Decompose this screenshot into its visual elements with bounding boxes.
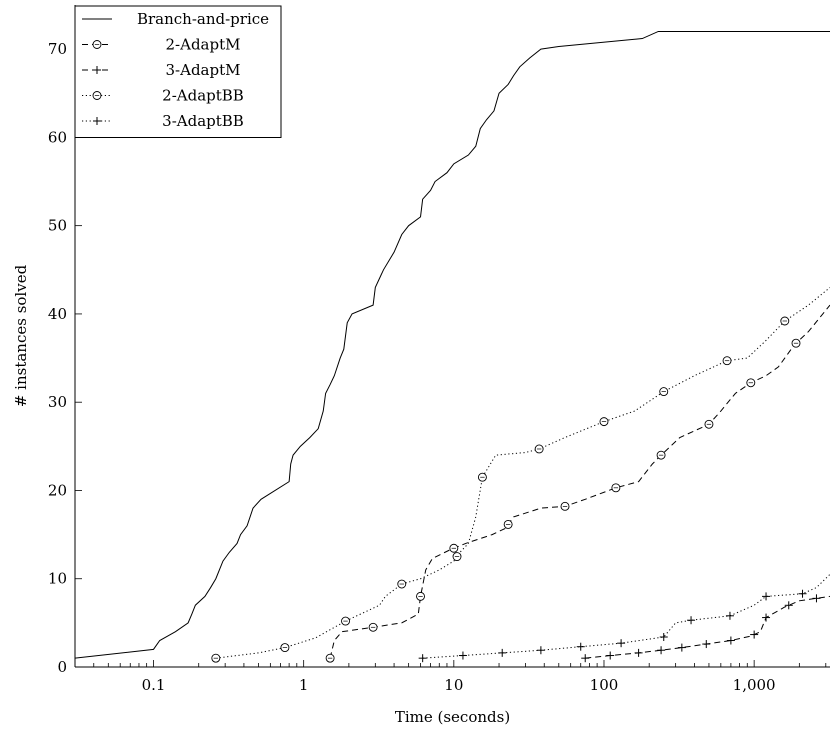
y-tick-label: 0 — [57, 658, 67, 676]
circle-marker — [211, 653, 221, 663]
circle-marker — [325, 653, 335, 663]
plus-marker — [812, 594, 821, 603]
y-axis-label: # instances solved — [12, 264, 30, 407]
circle-marker — [416, 591, 425, 601]
legend-item: 3-AdaptM — [82, 61, 240, 79]
plus-marker — [458, 651, 467, 660]
circle-marker — [92, 40, 102, 49]
y-tick-label: 10 — [48, 570, 67, 588]
plus-marker — [725, 611, 734, 620]
x-tick-label: 10 — [444, 676, 463, 694]
series-line — [75, 30, 830, 659]
legend-label: 3-AdaptM — [166, 61, 241, 79]
series-3-adaptbb — [418, 573, 830, 663]
series-line — [585, 595, 830, 659]
plus-marker — [93, 66, 101, 74]
series-line — [329, 304, 830, 659]
plus-marker — [762, 613, 771, 622]
plus-marker — [418, 654, 427, 663]
series-2-adaptbb — [211, 287, 830, 663]
series-3-adaptm — [581, 594, 830, 663]
circle-marker — [746, 378, 756, 388]
circle-marker — [341, 616, 350, 626]
x-axis-label: Time (seconds) — [395, 708, 510, 726]
circle-marker — [280, 643, 290, 653]
legend-label: 3-AdaptBB — [162, 112, 244, 130]
y-tick-label: 20 — [48, 481, 67, 499]
circle-marker — [704, 419, 714, 429]
circle-marker — [397, 579, 407, 589]
y-tick-label: 70 — [48, 40, 67, 58]
plus-marker — [750, 630, 759, 639]
legend-label: Branch-and-price — [137, 10, 269, 28]
series-line — [215, 287, 830, 659]
plus-marker — [762, 592, 771, 601]
circle-marker — [599, 417, 609, 427]
circle-marker — [449, 543, 459, 553]
plus-marker — [687, 616, 696, 625]
plus-marker — [659, 632, 668, 641]
circle-marker — [780, 316, 790, 326]
plus-marker — [536, 646, 545, 655]
plot-area — [75, 30, 830, 663]
circle-marker — [534, 444, 544, 454]
circle-marker — [659, 387, 669, 397]
circle-marker — [560, 501, 570, 511]
circle-marker — [92, 91, 102, 100]
y-tick-label: 60 — [48, 128, 67, 146]
circle-marker — [477, 472, 487, 482]
x-axis: 0.1 1 10 100 1,000 — [74, 660, 830, 694]
legend-item: 2-AdaptBB — [82, 87, 244, 105]
plus-marker — [617, 639, 626, 648]
plus-marker — [702, 640, 711, 649]
plus-marker — [784, 601, 793, 610]
legend-label: 2-AdaptM — [166, 36, 241, 54]
series-line — [422, 573, 830, 659]
y-tick-label: 40 — [48, 305, 67, 323]
circle-marker — [656, 450, 666, 460]
x-tick-label: 0.1 — [142, 676, 166, 694]
plus-marker — [581, 654, 590, 663]
plus-marker — [93, 117, 101, 125]
x-tick-label: 1 — [299, 676, 309, 694]
circle-marker — [368, 622, 378, 632]
circle-marker — [722, 356, 732, 366]
y-tick-label: 50 — [48, 217, 67, 235]
circle-marker — [452, 552, 462, 562]
legend-label: 2-AdaptBB — [162, 87, 244, 105]
series-2-adaptm — [325, 304, 830, 663]
circle-marker — [791, 338, 801, 348]
plus-marker — [576, 642, 585, 651]
legend-box — [74, 5, 282, 138]
plus-marker — [726, 636, 735, 645]
plus-marker — [634, 648, 643, 657]
plus-marker — [677, 643, 686, 652]
x-tick-label: 100 — [590, 676, 619, 694]
circle-marker — [611, 483, 621, 493]
series-branch-and-price — [75, 30, 830, 659]
circle-marker — [503, 519, 513, 529]
legend-item: 3-AdaptBB — [82, 112, 244, 130]
legend-item: 2-AdaptM — [82, 36, 240, 54]
plus-marker — [498, 648, 507, 657]
plus-marker — [798, 589, 807, 598]
legend: Branch-and-price 2-AdaptM 3-AdaptM 2-AdaptB… — [74, 5, 282, 138]
plus-marker — [606, 651, 615, 660]
x-tick-label: 1,000 — [733, 676, 776, 694]
legend-item: Branch-and-price — [82, 10, 269, 28]
y-tick-label: 30 — [48, 393, 67, 411]
plus-marker — [657, 646, 666, 655]
